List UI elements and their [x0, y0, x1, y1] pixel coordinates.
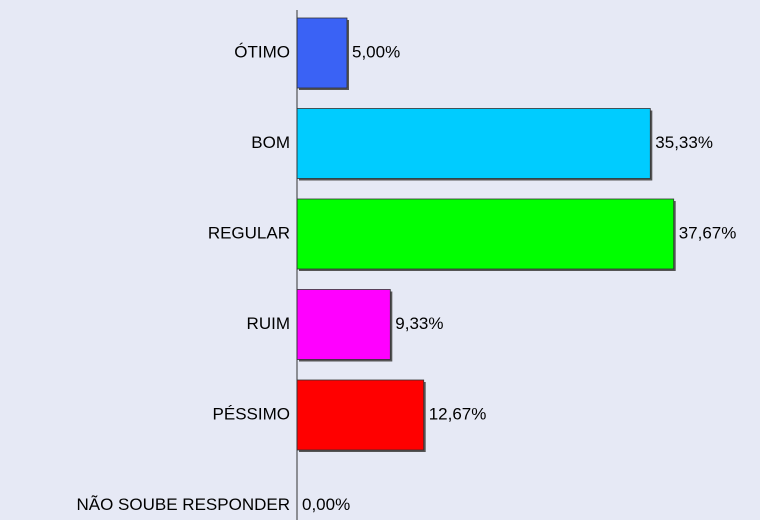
value-label: 5,00%: [352, 42, 400, 61]
value-label: 35,33%: [655, 133, 713, 152]
value-label: 12,67%: [429, 404, 487, 423]
category-label: REGULAR: [208, 223, 290, 242]
value-label: 37,67%: [679, 223, 737, 242]
category-label: ÓTIMO: [234, 42, 290, 61]
bar: [296, 17, 348, 89]
value-label: 9,33%: [395, 314, 443, 333]
category-label: RUIM: [247, 314, 290, 333]
category-label: BOM: [251, 133, 290, 152]
bar: [296, 108, 651, 179]
bar: [296, 379, 425, 451]
bar: [296, 198, 675, 270]
value-label: 0,00%: [302, 495, 350, 514]
category-label: NÃO SOUBE RESPONDER: [77, 495, 291, 514]
category-label: PÉSSIMO: [213, 404, 290, 423]
bar: [296, 289, 391, 360]
